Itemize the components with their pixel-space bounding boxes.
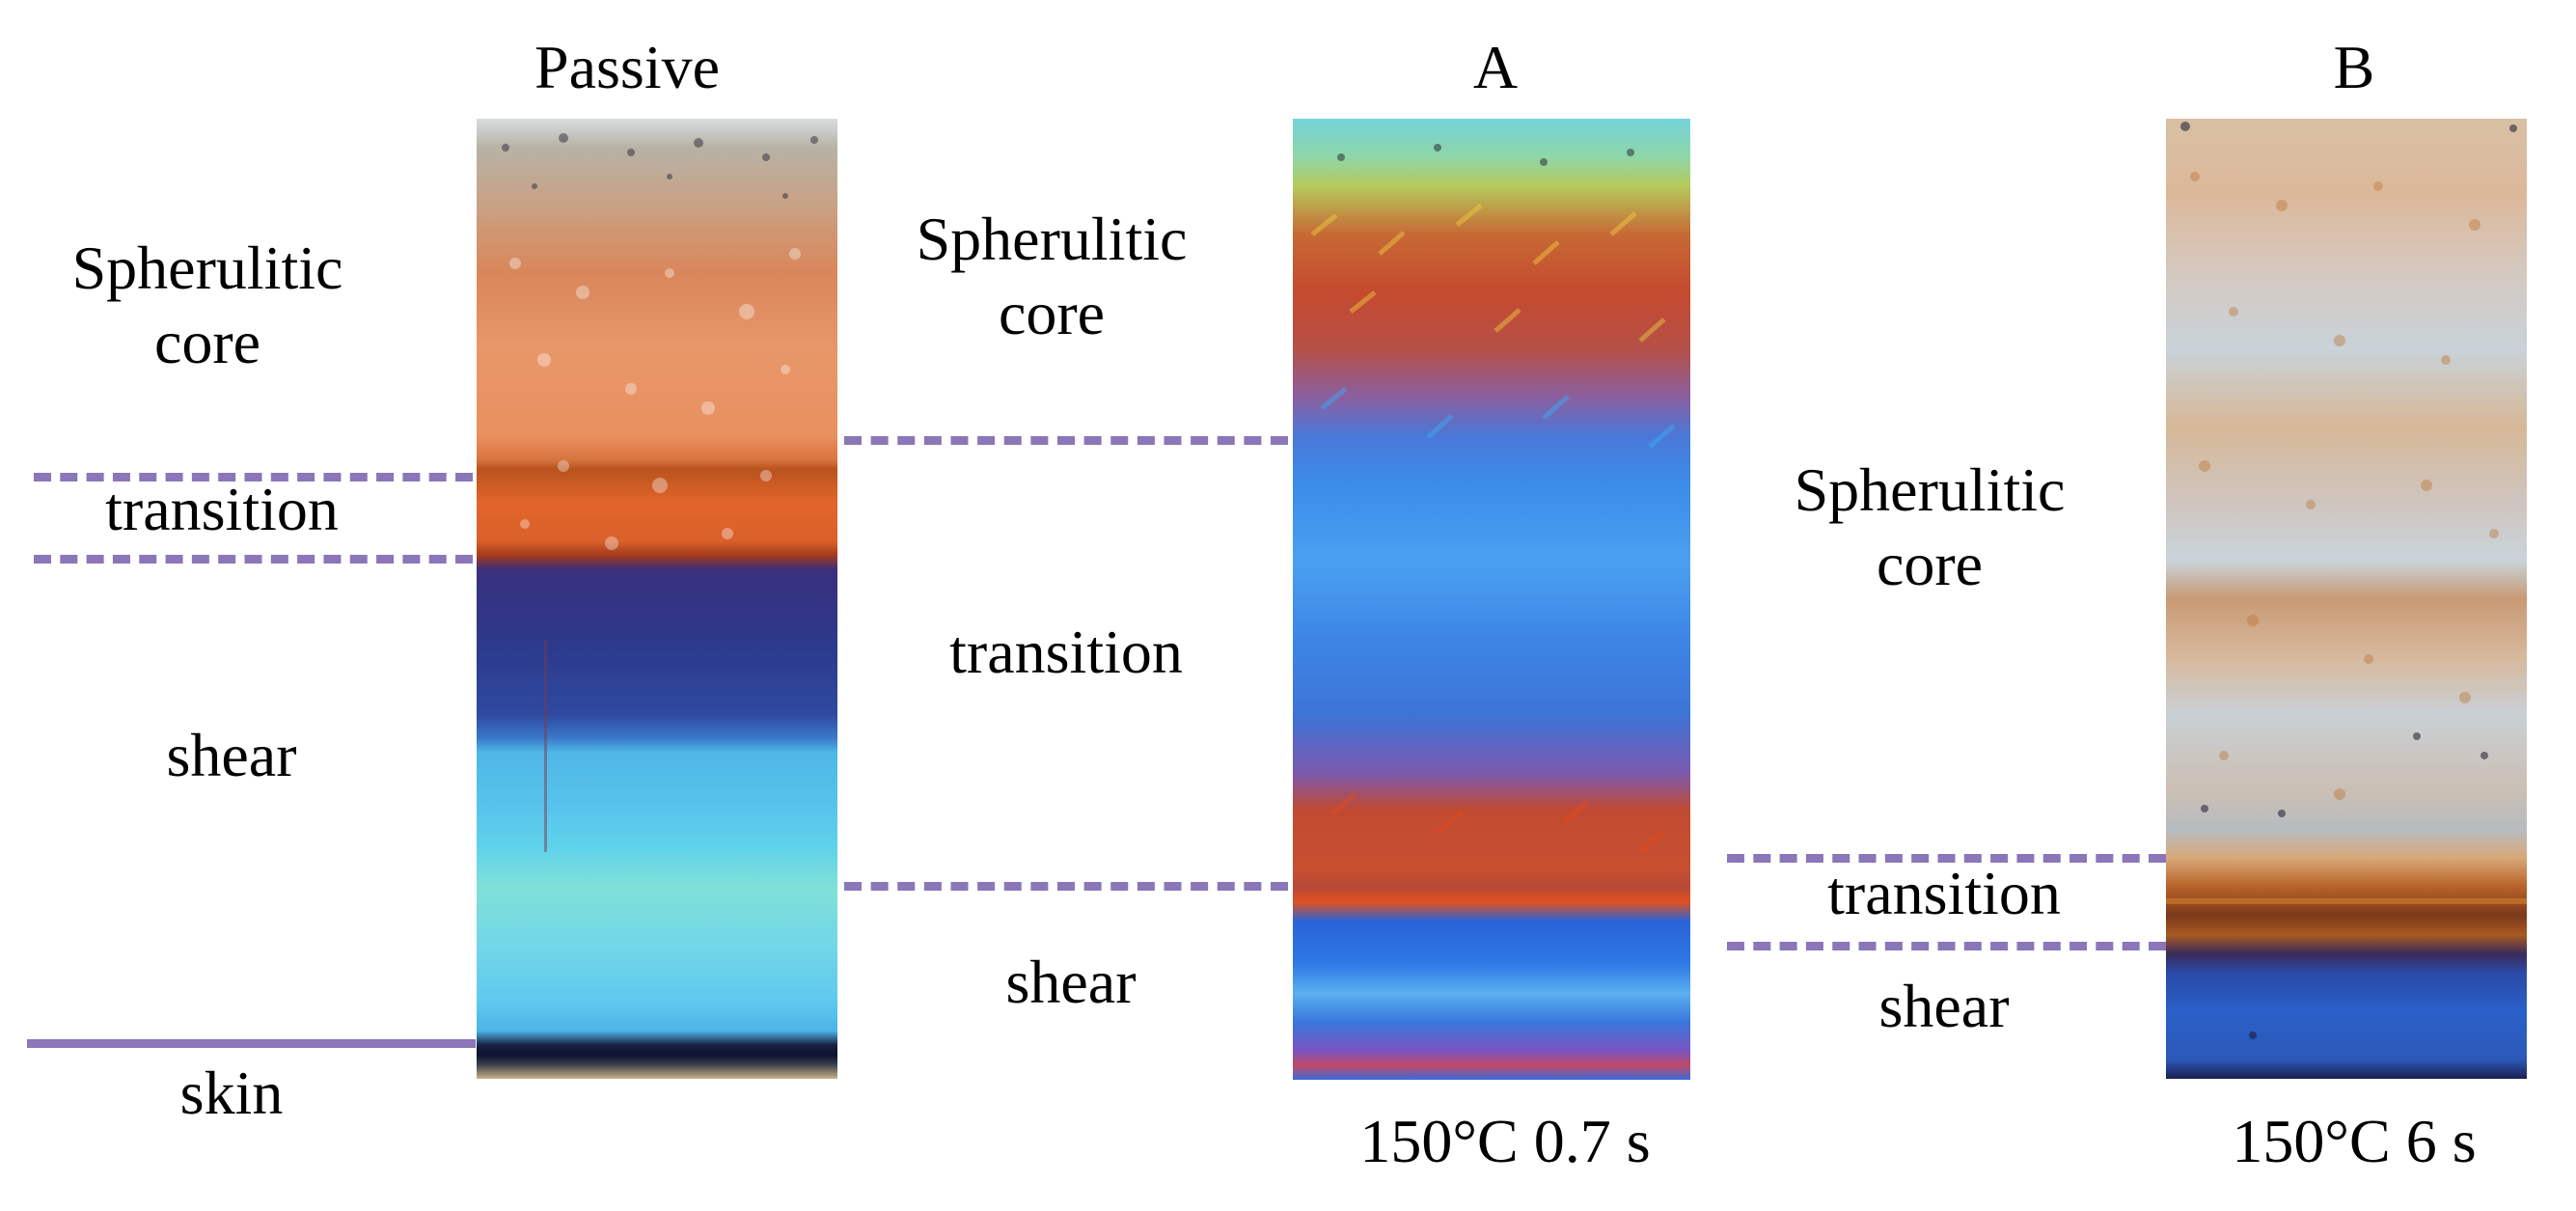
a-micrograph (1293, 119, 1690, 1080)
passive-micrograph (477, 119, 837, 1079)
a-transition-bottom-line (844, 882, 1288, 891)
b-spherulitic-label: Spherulitic core (1766, 454, 2094, 602)
passive-transition-label: transition (105, 475, 339, 543)
passive-shear-label: shear (166, 721, 297, 789)
passive-spherulitic-line1: Spherulitic (71, 234, 343, 302)
b-spherulitic-line1: Spherulitic (1794, 455, 2066, 524)
b-texture (2166, 122, 2527, 1039)
passive-spherulitic-line2: core (153, 307, 261, 376)
a-texture (1310, 144, 1676, 854)
passive-texture (502, 133, 818, 852)
a-spherulitic-label: Spherulitic core (888, 203, 1216, 351)
a-spherulitic-line2: core (998, 278, 1106, 347)
b-condition-label: 150°C 6 s (2232, 1107, 2477, 1175)
b-transition-top-line (1727, 854, 2166, 863)
a-title: A (1472, 33, 1519, 101)
passive-transition-top-line (34, 473, 473, 482)
b-transition-bottom-line (1727, 942, 2166, 950)
b-spherulitic-line2: core (1876, 529, 1984, 598)
b-shear-label: shear (1878, 972, 2010, 1040)
a-condition-label: 150°C 0.7 s (1359, 1107, 1651, 1175)
a-spherulitic-line1: Spherulitic (916, 205, 1188, 273)
passive-skin-line (27, 1039, 476, 1048)
a-transition-label: transition (949, 618, 1183, 686)
a-transition-top-line (844, 436, 1288, 445)
passive-transition-bottom-line (34, 555, 473, 564)
a-shear-label: shear (1005, 948, 1137, 1016)
b-micrograph (2166, 119, 2527, 1079)
b-transition-label: transition (1827, 859, 2061, 927)
passive-spherulitic-label: Spherulitic core (48, 232, 367, 380)
passive-title: Passive (534, 33, 720, 101)
passive-skin-label: skin (179, 1059, 284, 1127)
b-title: B (2333, 33, 2375, 101)
